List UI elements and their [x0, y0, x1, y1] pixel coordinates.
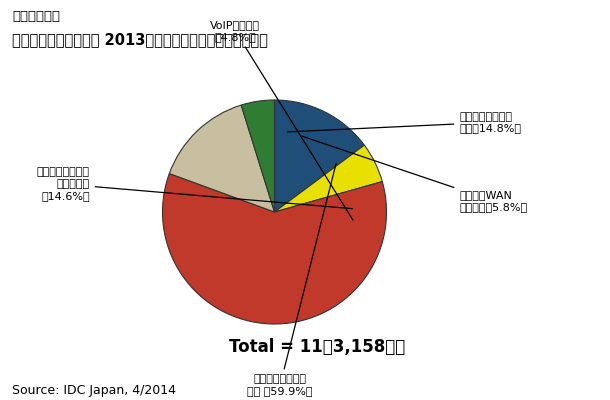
Text: 法人向けWAN
サービス（5.8%）: 法人向けWAN サービス（5.8%） [302, 136, 528, 212]
Wedge shape [274, 100, 364, 212]
Wedge shape [241, 100, 274, 212]
Wedge shape [274, 145, 382, 212]
Wedge shape [162, 174, 387, 324]
Text: Source: IDC Japan, 4/2014: Source: IDC Japan, 4/2014 [12, 384, 176, 397]
Text: モバイル通信サー
ビス （59.9%）: モバイル通信サー ビス （59.9%） [247, 164, 336, 396]
Text: 固定ブロードバン
ドサービス
（14.6%）: 固定ブロードバン ドサービス （14.6%） [37, 167, 353, 209]
Text: VoIPサービス
（4.8%）: VoIPサービス （4.8%） [210, 20, 353, 220]
Text: 国内通信サービス市場 2013年の主要カテゴリー別市場規模: 国内通信サービス市場 2013年の主要カテゴリー別市場規模 [12, 32, 268, 47]
Text: ＜参考資料＞: ＜参考資料＞ [12, 10, 60, 23]
Wedge shape [170, 105, 274, 212]
Text: 固定音声通信サー
ビス（14.8%）: 固定音声通信サー ビス（14.8%） [288, 112, 522, 133]
Text: Total = 11兆3,158億円: Total = 11兆3,158億円 [229, 338, 405, 356]
